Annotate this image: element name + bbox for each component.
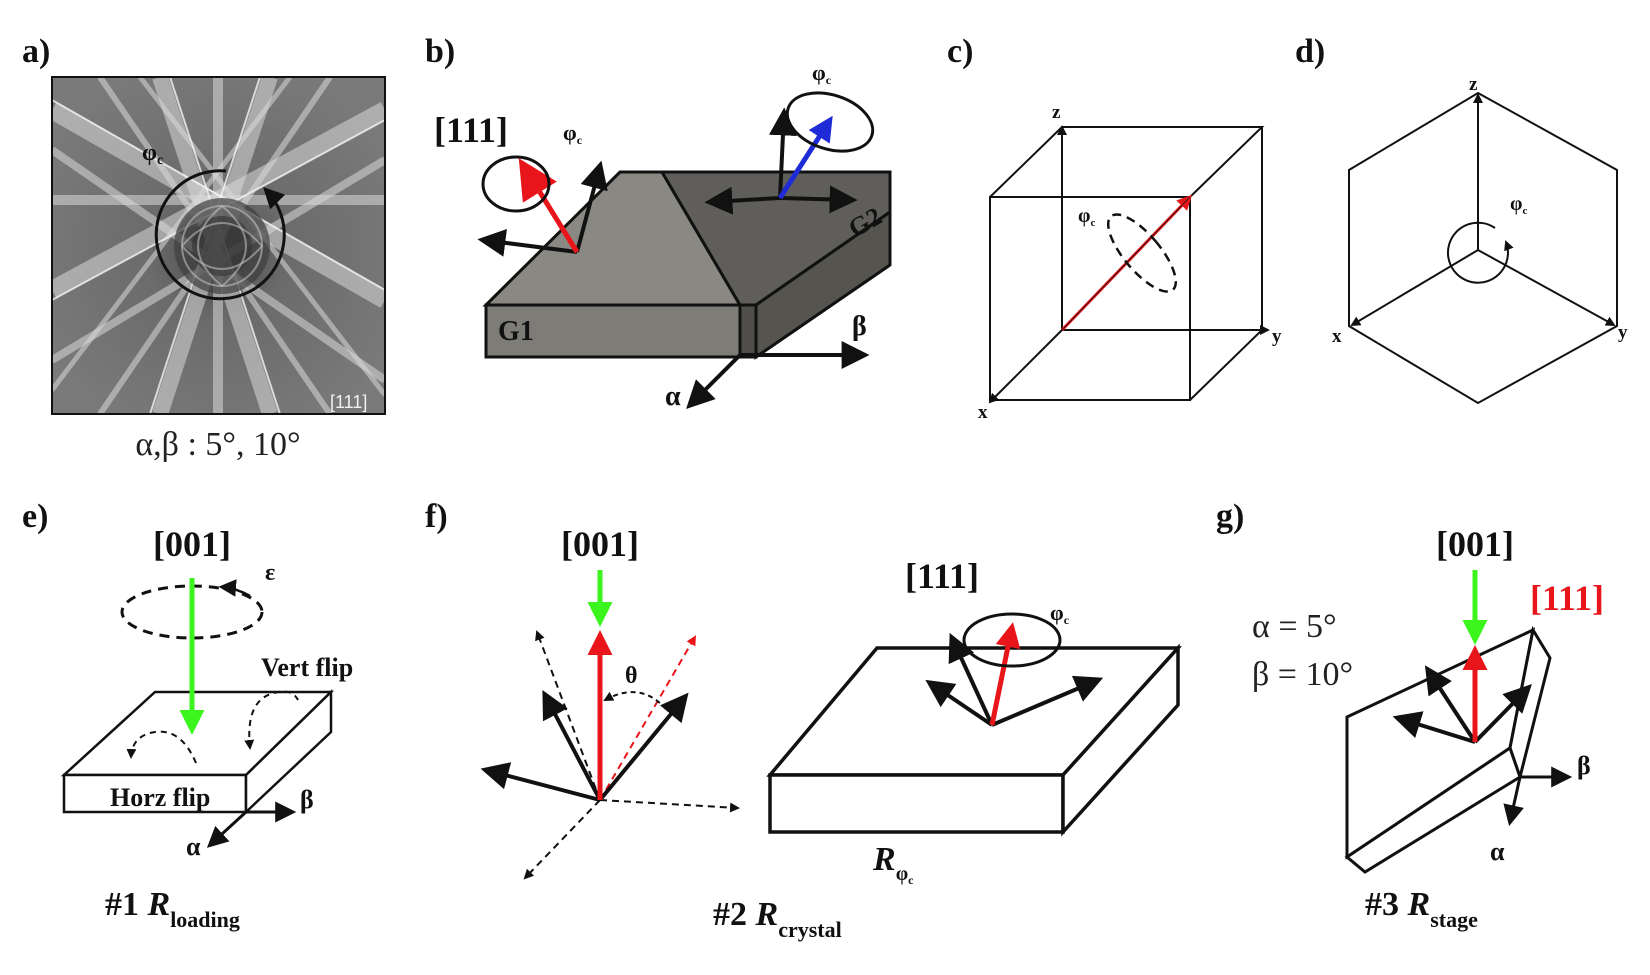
direction-001-e: [001]: [153, 524, 231, 564]
panel-e-label: e): [22, 498, 48, 535]
beta-label-b: β: [852, 311, 867, 342]
panel-d-label: d): [1295, 33, 1325, 70]
hexagon-outline: [1348, 91, 1618, 405]
vert-flip-arrow: [244, 690, 299, 750]
phi-rotation-d: [1447, 221, 1514, 284]
axis-x-c: x: [978, 402, 988, 423]
direction-001-g: [001]: [1436, 524, 1514, 564]
panel-g: g) [001] [111] α = 5° β = 10° β α #3 Rst…: [1216, 498, 1604, 932]
alpha-label-g: α: [1490, 837, 1505, 866]
horz-flip-arrow: [126, 730, 197, 764]
alpha-equation: α = 5°: [1252, 608, 1337, 645]
panel-f: f) [001] θ [111] φc Rφc: [425, 498, 1182, 942]
phi-c-d: φc: [1510, 193, 1527, 217]
epsilon-ring: [120, 584, 264, 640]
title-r-stage: #3 Rstage: [1365, 886, 1478, 932]
kikuchi-pattern: [52, 77, 385, 414]
phi-c-label: φc: [142, 140, 163, 168]
theta-arc: [603, 691, 663, 706]
panel-e: e) [001] ε Vert flip Horz flip β α #1 Rl…: [22, 498, 353, 932]
phi-c-c: φc: [1078, 205, 1095, 229]
alpha-label-e: α: [186, 832, 201, 861]
tilt-caption: α,β : 5°, 10°: [135, 426, 300, 463]
title-r-loading: #1 Rloading: [105, 886, 240, 932]
phi-c-f: φc: [1050, 600, 1070, 627]
phi-c-left: φc: [563, 120, 583, 147]
panel-c-label: c): [947, 33, 973, 70]
r-phi-label: Rφc: [872, 841, 914, 887]
phi-ring-f: [962, 612, 1062, 668]
beta-equation: β = 10°: [1252, 656, 1353, 693]
grain-boundary-face: [738, 303, 758, 359]
panel-a: a): [22, 33, 386, 463]
alpha-label-b: α: [665, 381, 681, 412]
direction-111-label: [111]: [434, 110, 508, 150]
panel-a-label: a): [22, 33, 50, 70]
axis-y-c: y: [1272, 326, 1282, 347]
panel-b: b) G1 G2 [111] φc φc β α: [425, 33, 892, 412]
phi-dashed-ring: [1106, 213, 1178, 293]
red-111-arrow-f: [989, 622, 1021, 726]
red-111-arrow: [518, 158, 580, 254]
direction-111-g: [111]: [1530, 578, 1604, 618]
phi-ring-right: [785, 91, 875, 153]
phi-ring-left: [481, 155, 551, 213]
panel-g-label: g): [1216, 498, 1244, 535]
panel-c: c) z y x φc: [947, 33, 1282, 423]
panel-d: d) z x y φc: [1295, 33, 1628, 405]
axis-y-d: y: [1618, 322, 1628, 343]
panel-f-label: f): [425, 498, 448, 535]
direction-001-f: [001]: [561, 524, 639, 564]
vert-flip-label: Vert flip: [261, 653, 353, 682]
rotation-arrow: [154, 169, 286, 301]
direction-111-f: [111]: [905, 556, 979, 596]
phi-c-right: φc: [812, 60, 832, 87]
blue-arrow: [777, 115, 833, 200]
axis-x-d: x: [1332, 326, 1342, 347]
theta-label: θ: [625, 663, 638, 689]
beta-label-e: β: [300, 785, 314, 814]
axis-z-c: z: [1052, 102, 1061, 123]
zone-axis-label: [111]: [330, 392, 367, 412]
horz-flip-label: Horz flip: [110, 783, 210, 812]
axis-z-d: z: [1469, 74, 1478, 95]
panel-b-label: b): [425, 33, 455, 70]
grain-g1-label: G1: [498, 316, 534, 347]
epsilon-label: ε: [265, 560, 275, 586]
beta-label-g: β: [1577, 751, 1591, 780]
title-r-crystal: #2 Rcrystal: [713, 896, 842, 942]
